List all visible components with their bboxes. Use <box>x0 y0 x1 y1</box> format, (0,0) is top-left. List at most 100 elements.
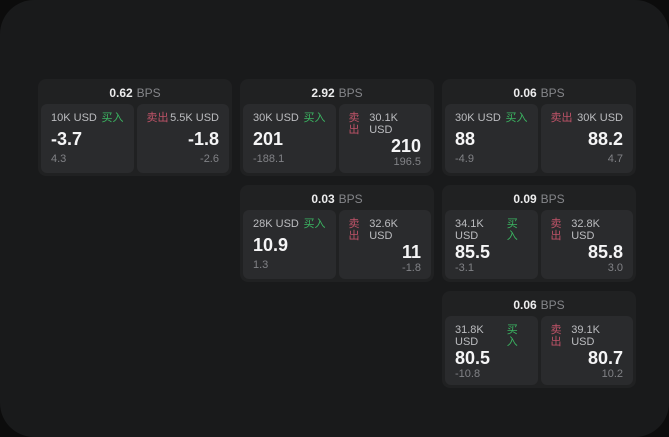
sell-delta-value: 196.5 <box>393 156 421 168</box>
bps-value: 0.62 <box>109 86 133 100</box>
sell-quote-panel[interactable]: 卖出 39.1K USD 80.7 10.2 <box>540 316 633 385</box>
sell-tag: 卖出 <box>550 218 562 242</box>
bps-unit: BPS <box>540 86 565 100</box>
sell-delta-value: 4.7 <box>607 153 623 165</box>
buy-delta-value: -4.9 <box>455 153 474 165</box>
bps-unit: BPS <box>338 192 363 206</box>
sell-price-value: 88.2 <box>587 128 623 149</box>
buy-quote-panel[interactable]: 10K USD 买入 -3.7 4.3 <box>41 104 134 173</box>
buy-notional-label: 30K USD <box>253 112 299 124</box>
sell-notional-label: 5.5K USD <box>170 112 219 124</box>
bps-header: 0.09 BPS <box>445 188 633 210</box>
buy-tag: 买入 <box>505 112 528 124</box>
buy-quote-panel[interactable]: 30K USD 买入 88 -4.9 <box>445 104 538 173</box>
buy-quote-panel[interactable]: 31.8K USD 买入 80.5 -10.8 <box>445 316 538 385</box>
card-body: 30K USD 买入 201 -188.1 卖出 30.1K USD 210 1… <box>243 104 431 173</box>
buy-label-row: 10K USD 买入 <box>51 112 124 124</box>
buy-delta-value: -188.1 <box>253 153 285 165</box>
bps-unit: BPS <box>136 86 161 100</box>
sell-delta-value: 3.0 <box>607 262 623 274</box>
bps-header: 0.03 BPS <box>243 188 431 210</box>
buy-delta-value: 4.3 <box>51 153 67 165</box>
sell-tag: 卖出 <box>348 218 360 242</box>
buy-tag: 买入 <box>101 112 124 124</box>
bps-value: 0.06 <box>513 298 537 312</box>
buy-label-row: 28K USD 买入 <box>253 218 326 230</box>
quote-card: 0.03 BPS 28K USD 买入 10.9 1.3 卖出 32.6K US… <box>240 185 434 282</box>
bps-value: 2.92 <box>311 86 335 100</box>
sell-price-value: 11 <box>401 242 421 262</box>
sell-delta-value: -1.8 <box>402 262 421 274</box>
buy-label-row: 31.8K USD 买入 <box>455 324 528 348</box>
bps-header: 0.62 BPS <box>41 82 229 104</box>
card-body: 10K USD 买入 -3.7 4.3 卖出 5.5K USD -1.8 -2.… <box>41 104 229 173</box>
buy-notional-label: 34.1K USD <box>455 218 484 242</box>
buy-delta-value: -10.8 <box>455 368 481 380</box>
sell-label-row: 卖出 32.6K USD <box>349 218 422 242</box>
buy-quote-panel[interactable]: 28K USD 买入 10.9 1.3 <box>243 210 336 279</box>
buy-tag: 买入 <box>303 112 326 124</box>
buy-price-value: 80.5 <box>455 348 491 368</box>
sell-tag: 卖出 <box>550 324 562 348</box>
sell-notional-label: 30.1K USD <box>369 112 398 136</box>
buy-label-row: 34.1K USD 买入 <box>455 218 528 242</box>
bps-value: 0.09 <box>513 192 537 206</box>
buy-price-value: 10.9 <box>253 234 289 255</box>
sell-delta-value: -2.6 <box>200 153 219 165</box>
buy-tag: 买入 <box>506 324 518 348</box>
buy-label-row: 30K USD 买入 <box>253 112 326 124</box>
quote-card: 0.06 BPS 30K USD 买入 88 -4.9 卖出 30K USD 8… <box>442 79 636 176</box>
bps-value: 0.06 <box>513 86 537 100</box>
buy-tag: 买入 <box>303 218 326 230</box>
sell-label-row: 卖出 30K USD <box>551 112 624 124</box>
sell-price-value: 210 <box>390 136 421 156</box>
bps-unit: BPS <box>338 86 363 100</box>
sell-tag: 卖出 <box>550 112 573 124</box>
quote-card: 0.06 BPS 31.8K USD 买入 80.5 -10.8 卖出 39.1… <box>442 291 636 388</box>
quote-card: 2.92 BPS 30K USD 买入 201 -188.1 卖出 30.1K … <box>240 79 434 176</box>
bps-header: 0.06 BPS <box>445 82 633 104</box>
sell-quote-panel[interactable]: 卖出 30K USD 88.2 4.7 <box>540 104 633 173</box>
bps-unit: BPS <box>540 298 565 312</box>
card-body: 30K USD 买入 88 -4.9 卖出 30K USD 88.2 4.7 <box>445 104 633 173</box>
sell-tag: 卖出 <box>146 112 169 124</box>
bps-header: 2.92 BPS <box>243 82 431 104</box>
card-body: 34.1K USD 买入 85.5 -3.1 卖出 32.8K USD 85.8… <box>445 210 633 279</box>
quote-card: 0.09 BPS 34.1K USD 买入 85.5 -3.1 卖出 32.8K… <box>442 185 636 282</box>
card-body: 31.8K USD 买入 80.5 -10.8 卖出 39.1K USD 80.… <box>445 316 633 385</box>
sell-notional-label: 39.1K USD <box>571 324 600 348</box>
bps-unit: BPS <box>540 192 565 206</box>
sell-quote-panel[interactable]: 卖出 30.1K USD 210 196.5 <box>338 104 431 173</box>
sell-label-row: 卖出 5.5K USD <box>147 112 220 124</box>
buy-notional-label: 10K USD <box>51 112 97 124</box>
sell-quote-panel[interactable]: 卖出 32.8K USD 85.8 3.0 <box>540 210 633 279</box>
sell-quote-panel[interactable]: 卖出 32.6K USD 11 -1.8 <box>338 210 431 279</box>
buy-tag: 买入 <box>506 218 518 242</box>
sell-label-row: 卖出 32.8K USD <box>551 218 624 242</box>
sell-notional-label: 30K USD <box>577 112 623 124</box>
sell-label-row: 卖出 39.1K USD <box>551 324 624 348</box>
quote-card: 0.62 BPS 10K USD 买入 -3.7 4.3 卖出 5.5K USD… <box>38 79 232 176</box>
buy-label-row: 30K USD 买入 <box>455 112 528 124</box>
buy-quote-panel[interactable]: 30K USD 买入 201 -188.1 <box>243 104 336 173</box>
buy-quote-panel[interactable]: 34.1K USD 买入 85.5 -3.1 <box>445 210 538 279</box>
bps-value: 0.03 <box>311 192 335 206</box>
sell-label-row: 卖出 30.1K USD <box>349 112 422 136</box>
buy-price-value: 201 <box>253 128 284 149</box>
buy-notional-label: 28K USD <box>253 218 299 230</box>
card-body: 28K USD 买入 10.9 1.3 卖出 32.6K USD 11 -1.8 <box>243 210 431 279</box>
buy-price-value: -3.7 <box>51 128 83 149</box>
sell-tag: 卖出 <box>348 112 360 136</box>
sell-notional-label: 32.8K USD <box>571 218 600 242</box>
buy-notional-label: 30K USD <box>455 112 501 124</box>
sell-price-value: -1.8 <box>187 128 219 149</box>
sell-price-value: 85.8 <box>587 242 623 262</box>
buy-delta-value: 1.3 <box>253 259 269 271</box>
buy-price-value: 88 <box>455 128 476 149</box>
sell-notional-label: 32.6K USD <box>369 218 398 242</box>
buy-delta-value: -3.1 <box>455 262 474 274</box>
sell-quote-panel[interactable]: 卖出 5.5K USD -1.8 -2.6 <box>136 104 229 173</box>
sell-price-value: 80.7 <box>587 348 623 368</box>
buy-price-value: 85.5 <box>455 242 491 262</box>
